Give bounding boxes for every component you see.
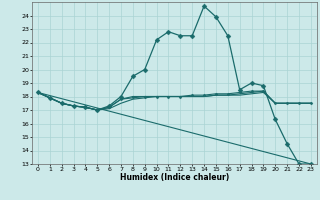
X-axis label: Humidex (Indice chaleur): Humidex (Indice chaleur) <box>120 173 229 182</box>
